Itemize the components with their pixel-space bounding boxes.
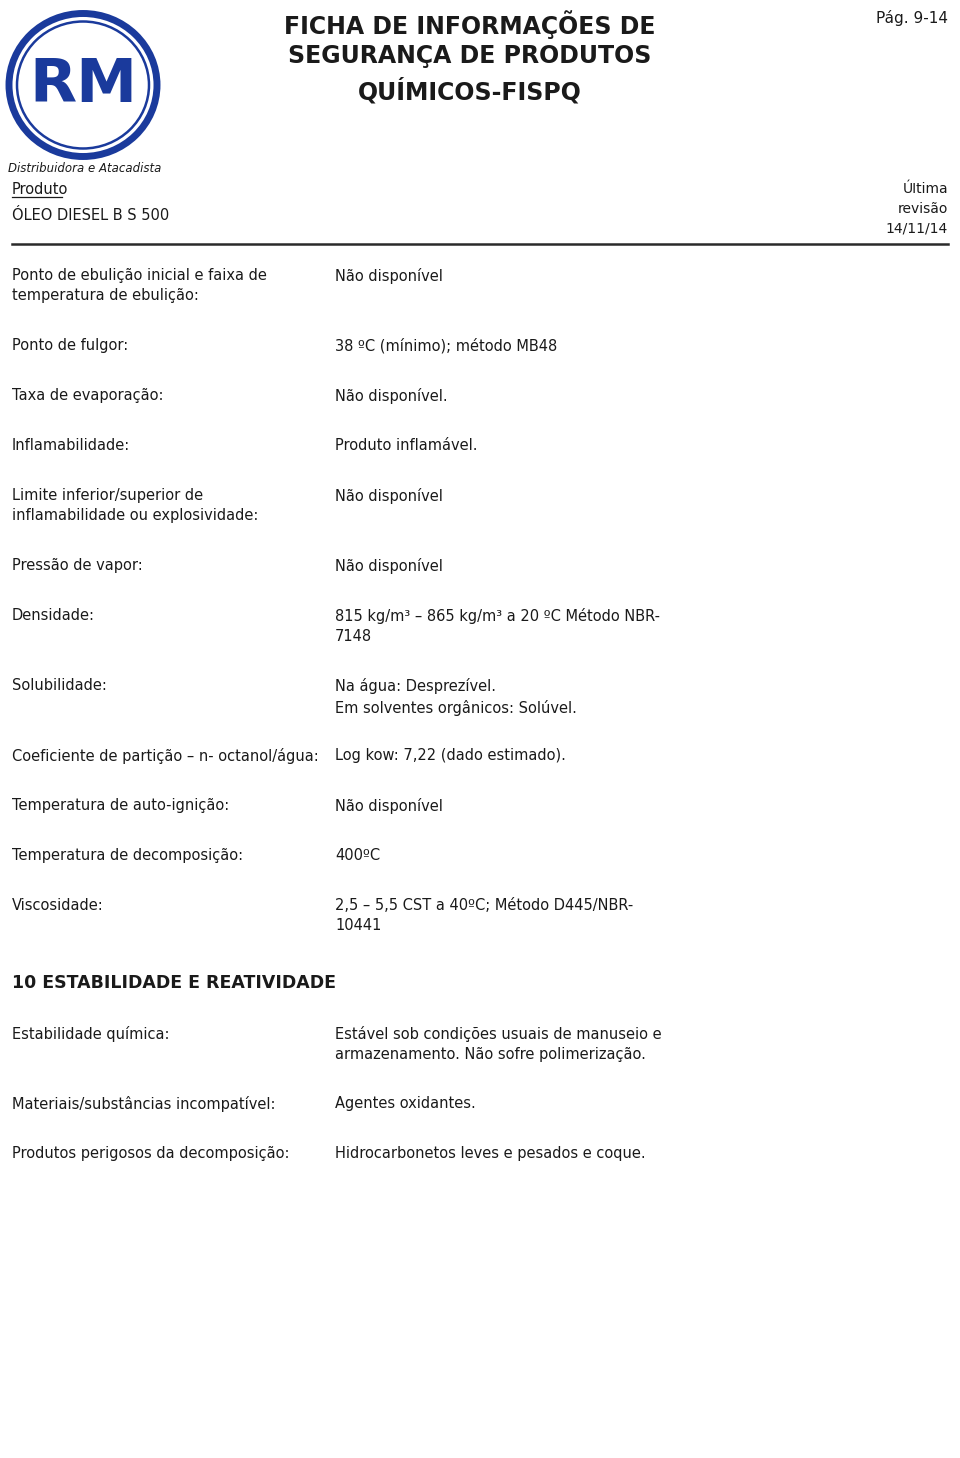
Text: Ponto de fulgor:: Ponto de fulgor:	[12, 338, 129, 353]
Text: RM: RM	[29, 55, 137, 115]
Text: Temperatura de decomposição:: Temperatura de decomposição:	[12, 849, 243, 863]
Text: Hidrocarbonetos leves e pesados e coque.: Hidrocarbonetos leves e pesados e coque.	[335, 1146, 646, 1161]
Text: Densidade:: Densidade:	[12, 608, 95, 623]
Text: 38 ºC (mínimo); método MB48: 38 ºC (mínimo); método MB48	[335, 338, 557, 353]
Text: Taxa de evaporação:: Taxa de evaporação:	[12, 388, 163, 402]
Text: Na água: Desprezível.
Em solventes orgânicos: Solúvel.: Na água: Desprezível. Em solventes orgân…	[335, 678, 577, 716]
Text: Estabilidade química:: Estabilidade química:	[12, 1026, 170, 1042]
Text: Viscosidade:: Viscosidade:	[12, 898, 104, 913]
Text: ÚItima
revisão
14/11/14: ÚItima revisão 14/11/14	[886, 182, 948, 235]
Text: Produto inflamável.: Produto inflamável.	[335, 437, 477, 453]
Text: FICHA DE INFORMAÇÕES DE: FICHA DE INFORMAÇÕES DE	[284, 10, 656, 39]
Text: Produtos perigosos da decomposição:: Produtos perigosos da decomposição:	[12, 1146, 290, 1161]
Text: Não disponível: Não disponível	[335, 558, 443, 574]
Text: Solubilidade:: Solubilidade:	[12, 678, 107, 693]
Text: 400ºC: 400ºC	[335, 849, 380, 863]
Text: Materiais/substâncias incompatível:: Materiais/substâncias incompatível:	[12, 1096, 276, 1112]
Text: Estável sob condições usuais de manuseio e
armazenamento. Não sofre polimerizaçã: Estável sob condições usuais de manuseio…	[335, 1026, 661, 1063]
Text: ÓLEO DIESEL B S 500: ÓLEO DIESEL B S 500	[12, 208, 169, 223]
Text: Produto: Produto	[12, 182, 68, 197]
Text: Coeficiente de partição – n- octanol/água:: Coeficiente de partição – n- octanol/águ…	[12, 748, 319, 764]
Text: Log kow: 7,22 (dado estimado).: Log kow: 7,22 (dado estimado).	[335, 748, 565, 763]
Text: Limite inferior/superior de
inflamabilidade ou explosividade:: Limite inferior/superior de inflamabilid…	[12, 488, 258, 523]
Text: Temperatura de auto-ignição:: Temperatura de auto-ignição:	[12, 798, 229, 814]
Text: Não disponível.: Não disponível.	[335, 388, 447, 404]
Text: Não disponível: Não disponível	[335, 268, 443, 284]
Text: Agentes oxidantes.: Agentes oxidantes.	[335, 1096, 476, 1111]
Text: 815 kg/m³ – 865 kg/m³ a 20 ºC Método NBR-
7148: 815 kg/m³ – 865 kg/m³ a 20 ºC Método NBR…	[335, 608, 660, 644]
Text: QUÍMICOS-FISPQ: QUÍMICOS-FISPQ	[358, 77, 582, 105]
Text: 2,5 – 5,5 CST a 40ºC; Método D445/NBR-
10441: 2,5 – 5,5 CST a 40ºC; Método D445/NBR- 1…	[335, 898, 634, 933]
Text: Pág. 9-14: Pág. 9-14	[876, 10, 948, 26]
Text: Não disponível: Não disponível	[335, 798, 443, 814]
Text: SEGURANÇA DE PRODUTOS: SEGURANÇA DE PRODUTOS	[288, 44, 652, 69]
Text: Distribuidora e Atacadista: Distribuidora e Atacadista	[8, 162, 161, 175]
Text: Pressão de vapor:: Pressão de vapor:	[12, 558, 143, 573]
Text: 10 ESTABILIDADE E REATIVIDADE: 10 ESTABILIDADE E REATIVIDADE	[12, 974, 336, 991]
Text: Não disponível: Não disponível	[335, 488, 443, 504]
Text: Inflamabilidade:: Inflamabilidade:	[12, 437, 131, 453]
Text: Ponto de ebulição inicial e faixa de
temperatura de ebulição:: Ponto de ebulição inicial e faixa de tem…	[12, 268, 267, 303]
